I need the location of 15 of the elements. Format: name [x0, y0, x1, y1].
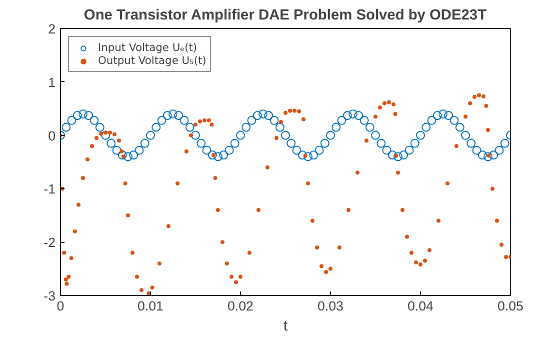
y-tick-label: 2: [48, 22, 56, 36]
x-tick-label: 0.05: [498, 298, 524, 314]
y-tick-label: 1: [48, 74, 56, 90]
x-axis-title: t: [283, 318, 288, 334]
legend-label: Output Voltage U₅(t): [98, 54, 206, 67]
y-tick-label: 0: [48, 128, 56, 144]
x-tick-label: 0.03: [318, 298, 344, 314]
y-tick-label: -1: [44, 182, 56, 197]
y-tick-label: -3: [44, 288, 56, 304]
x-tick-label: 0.04: [408, 298, 434, 314]
y-tick-label: -2: [44, 235, 56, 250]
chart-title: One Transistor Amplifier DAE Problem Solved by ODE23T: [84, 8, 487, 24]
legend-label: Input Voltage Uₑ(t): [98, 41, 198, 54]
x-tick-label: 0.02: [228, 298, 254, 314]
x-tick-label: 0.01: [138, 298, 164, 314]
